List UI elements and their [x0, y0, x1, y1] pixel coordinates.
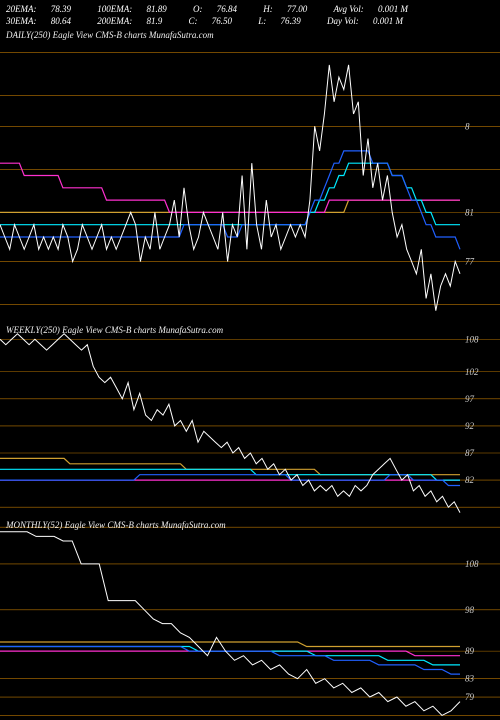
y-axis-label: 97	[465, 394, 475, 404]
y-axis-label: 81	[465, 207, 474, 217]
weekly-title: WEEKLY(250) Eagle View CMS-B charts Muna…	[6, 325, 223, 335]
ema30-stat: 30EMA: 80.64	[6, 16, 83, 28]
y-axis-label: 77	[465, 257, 475, 267]
ema100-stat: 100EMA: 81.89	[97, 4, 179, 16]
y-axis-label: 102	[465, 367, 479, 377]
y-axis-label: 8	[465, 121, 470, 131]
monthly-panel: MONTHLY(52) Eagle View CMS-B charts Muna…	[0, 518, 500, 720]
y-axis-label: 98	[465, 605, 475, 615]
y-axis-label: 108	[465, 559, 479, 569]
dayvol-stat: Day Vol: 0.001 M	[327, 16, 415, 28]
monthly-chart: 108 98 89 83 79	[0, 518, 500, 720]
ema200-stat: 200EMA: 81.9	[97, 16, 174, 28]
price-line	[0, 334, 460, 513]
y-axis-label: 92	[465, 421, 475, 431]
y-axis-label: 83	[465, 674, 475, 684]
low-stat: L: 76.39	[258, 16, 313, 28]
y-axis-label: 87	[465, 448, 475, 458]
stats-row-2: 30EMA: 80.64 200EMA: 81.9 C: 76.50 L: 76…	[6, 16, 432, 28]
daily-chart: 8 81 77	[0, 28, 500, 323]
y-axis-label: 108	[465, 334, 479, 344]
daily-title: DAILY(250) Eagle View CMS-B charts Munaf…	[6, 30, 214, 40]
high-stat: H: 77.00	[263, 4, 319, 16]
y-axis-label: 79	[465, 692, 475, 702]
weekly-panel: WEEKLY(250) Eagle View CMS-B charts Muna…	[0, 323, 500, 518]
avgvol-stat: Avg Vol: 0.001 M	[334, 4, 421, 16]
open-stat: O: 76.84	[193, 4, 249, 16]
ema200-line	[0, 642, 460, 647]
daily-panel: DAILY(250) Eagle View CMS-B charts Munaf…	[0, 28, 500, 323]
close-stat: C: 76.50	[189, 16, 245, 28]
y-axis-label: 82	[465, 475, 475, 485]
monthly-title: MONTHLY(52) Eagle View CMS-B charts Muna…	[6, 520, 226, 530]
weekly-chart: 108 102 97 92 87 82	[0, 323, 500, 518]
stats-header: 20EMA: 78.39 100EMA: 81.89 O: 76.84 H: 7…	[6, 4, 432, 27]
price-line	[0, 532, 460, 716]
y-axis-label: 89	[465, 646, 475, 656]
stats-row-1: 20EMA: 78.39 100EMA: 81.89 O: 76.84 H: 7…	[6, 4, 432, 16]
ema20-stat: 20EMA: 78.39	[6, 4, 83, 16]
